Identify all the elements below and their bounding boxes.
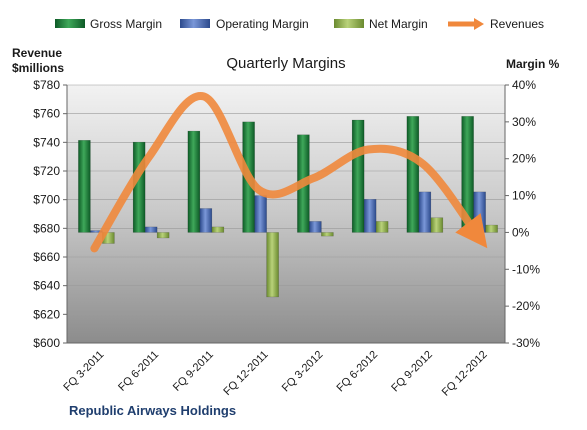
net-margin-bar [375,221,389,233]
operating-margin-bar [309,221,322,233]
net-margin-bar [321,232,334,237]
net-margin-bar [156,232,170,239]
chart-title: Quarterly Margins [226,55,345,72]
legend-label-revenues: Revenues [490,17,544,31]
operating-margin-bar [363,199,377,233]
gross-margin-bar [351,119,365,233]
legend-label-net-margin: Net Margin [369,17,428,31]
left-tick-label: $600 [33,336,60,350]
left-tick-label: $720 [33,164,60,178]
left-axis-title-line2: $millions [12,61,64,75]
legend-label-operating-margin: Operating Margin [216,17,309,31]
left-axis-title-line1: Revenue [12,46,62,60]
legend-item-revenues: Revenues [448,17,544,31]
right-tick-label: 0% [512,225,530,239]
revenue-line-group [90,92,488,253]
right-tick-label: 30% [512,115,536,129]
operating-margin-bar [418,191,432,233]
left-tick-label: $760 [33,107,60,121]
gross-margin-bar [78,140,91,233]
right-tick-label: 10% [512,189,536,203]
left-tick-label: $700 [33,193,60,207]
net-margin-bar [485,224,498,233]
right-tick-label: -10% [512,262,540,276]
gross-margin-bar [406,116,420,233]
net-margin-bar [266,232,279,298]
left-tick-label: $620 [33,307,60,321]
right-tick-label: 20% [512,152,536,166]
net-margin-bar [430,217,444,233]
legend-swatch-net-margin [334,19,364,28]
legend-swatch-operating-margin [180,19,210,28]
legend: Gross Margin Operating Margin Net Margin… [55,17,544,31]
gross-margin-bar [132,141,146,233]
operating-margin-bar [199,208,213,233]
plot-area [67,85,505,343]
right-tick-label: -20% [512,299,540,313]
legend-item-net-margin: Net Margin [334,17,428,31]
left-tick-label: $640 [33,279,60,293]
operating-margin-bar [144,226,158,233]
left-tick-label: $660 [33,250,60,264]
legend-item-gross-margin: Gross Margin [55,17,162,31]
legend-item-operating-margin: Operating Margin [180,17,309,31]
legend-label-gross-margin: Gross Margin [90,17,162,31]
left-tick-label: $740 [33,135,60,149]
left-tick-label: $780 [33,78,60,92]
operating-margin-bar [254,195,267,233]
right-tick-label: -30% [512,336,540,350]
legend-arrow-revenues [474,18,484,30]
right-tick-label: 40% [512,78,536,92]
net-margin-bar [211,226,225,233]
legend-swatch-gross-margin [55,19,85,28]
right-axis-title: Margin % [506,57,560,71]
left-tick-label: $680 [33,221,60,235]
company-name: Republic Airways Holdings [69,403,236,418]
gross-margin-bar [187,130,201,233]
